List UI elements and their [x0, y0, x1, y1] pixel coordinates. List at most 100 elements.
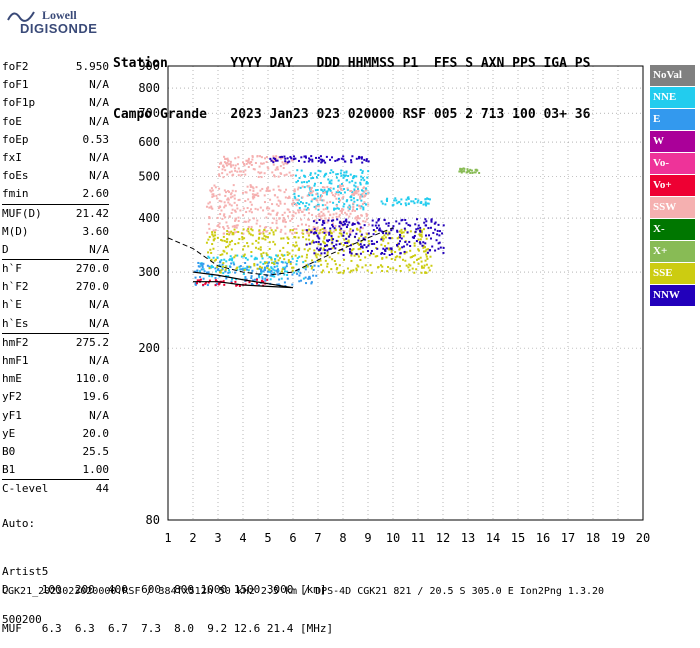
data-point	[215, 270, 218, 273]
data-point	[413, 242, 416, 245]
data-point	[425, 271, 428, 274]
data-point	[323, 249, 326, 252]
data-point	[292, 244, 295, 247]
data-point	[423, 221, 426, 224]
data-point	[275, 158, 278, 161]
param-label: foEp	[2, 132, 29, 146]
data-point	[238, 238, 241, 241]
data-point	[460, 171, 463, 174]
data-point	[399, 247, 402, 250]
data-point	[310, 281, 313, 284]
data-point	[348, 208, 351, 211]
data-point	[296, 188, 299, 191]
digisonde-wave-icon	[7, 11, 35, 22]
ionogram-plot: 1 2 3 4 5 6 7 8 9 10 11 12 13 14 15 16 17 18 19 20802003004…	[138, 59, 650, 545]
data-point	[263, 234, 266, 237]
data-point	[359, 243, 362, 246]
data-point	[273, 269, 276, 272]
data-point	[296, 201, 299, 204]
data-point	[296, 169, 299, 172]
data-point	[324, 234, 327, 237]
data-point	[295, 228, 298, 231]
data-point	[228, 171, 231, 174]
data-point	[374, 224, 377, 227]
data-point	[243, 245, 246, 248]
data-point	[262, 232, 265, 235]
data-point	[359, 195, 362, 198]
data-point	[251, 196, 254, 199]
data-point	[228, 233, 231, 236]
data-point	[247, 157, 250, 160]
data-point	[218, 264, 221, 267]
data-point	[356, 228, 359, 231]
data-point	[263, 269, 266, 272]
data-point	[279, 249, 282, 252]
data-point	[409, 224, 412, 227]
data-point	[291, 232, 294, 235]
data-point	[194, 283, 197, 286]
data-point	[387, 242, 390, 245]
data-point	[283, 273, 286, 276]
data-point	[265, 189, 268, 192]
data-point	[222, 265, 225, 268]
data-point	[272, 161, 275, 164]
data-point	[342, 155, 345, 158]
data-point	[260, 171, 263, 174]
data-point	[313, 228, 316, 231]
data-point	[420, 231, 423, 234]
data-point	[298, 280, 301, 283]
data-point	[288, 211, 291, 214]
data-point	[430, 264, 433, 267]
data-point	[235, 224, 238, 227]
data-point	[331, 241, 334, 244]
data-point	[290, 157, 293, 160]
data-point	[258, 232, 261, 235]
data-point	[334, 192, 337, 195]
data-point	[466, 169, 469, 172]
data-point	[208, 216, 211, 219]
data-point	[340, 182, 343, 185]
x-tick-label: 16	[536, 531, 550, 545]
data-point	[317, 240, 320, 243]
data-point	[360, 214, 363, 217]
parameter-table: foF2 5.950 foF1 N/A foF1p N/A foE N/A foEp 0.53 fx…	[2, 58, 109, 499]
data-point	[234, 280, 237, 283]
data-point	[260, 176, 263, 179]
param-row: B0 25.5	[2, 443, 109, 461]
data-point	[468, 170, 471, 173]
data-point	[231, 195, 234, 198]
data-point	[326, 206, 329, 209]
data-point	[267, 167, 270, 170]
data-point	[345, 220, 348, 223]
data-point	[274, 243, 277, 246]
data-point	[315, 215, 318, 218]
data-point	[298, 177, 301, 180]
data-point	[334, 247, 337, 250]
data-point	[268, 241, 271, 244]
param-label: yE	[2, 426, 16, 440]
data-point	[420, 233, 423, 236]
data-point	[435, 239, 438, 242]
param-row: hmF1 N/A	[2, 352, 109, 370]
data-point	[356, 204, 359, 207]
data-point	[437, 242, 440, 245]
data-point	[231, 225, 234, 228]
data-point	[325, 191, 328, 194]
data-point	[372, 252, 375, 255]
data-point	[226, 161, 229, 164]
data-point	[354, 185, 357, 188]
data-point	[274, 260, 277, 263]
data-point	[394, 197, 397, 200]
data-point	[332, 187, 335, 190]
data-point	[398, 200, 401, 203]
data-point	[326, 231, 329, 234]
data-point	[287, 259, 290, 262]
data-point	[214, 229, 217, 232]
data-point	[422, 228, 425, 231]
data-point	[297, 209, 300, 212]
data-point	[279, 156, 282, 159]
data-point	[425, 224, 428, 227]
data-point	[236, 224, 239, 227]
data-point	[332, 245, 335, 248]
data-point	[244, 280, 247, 283]
